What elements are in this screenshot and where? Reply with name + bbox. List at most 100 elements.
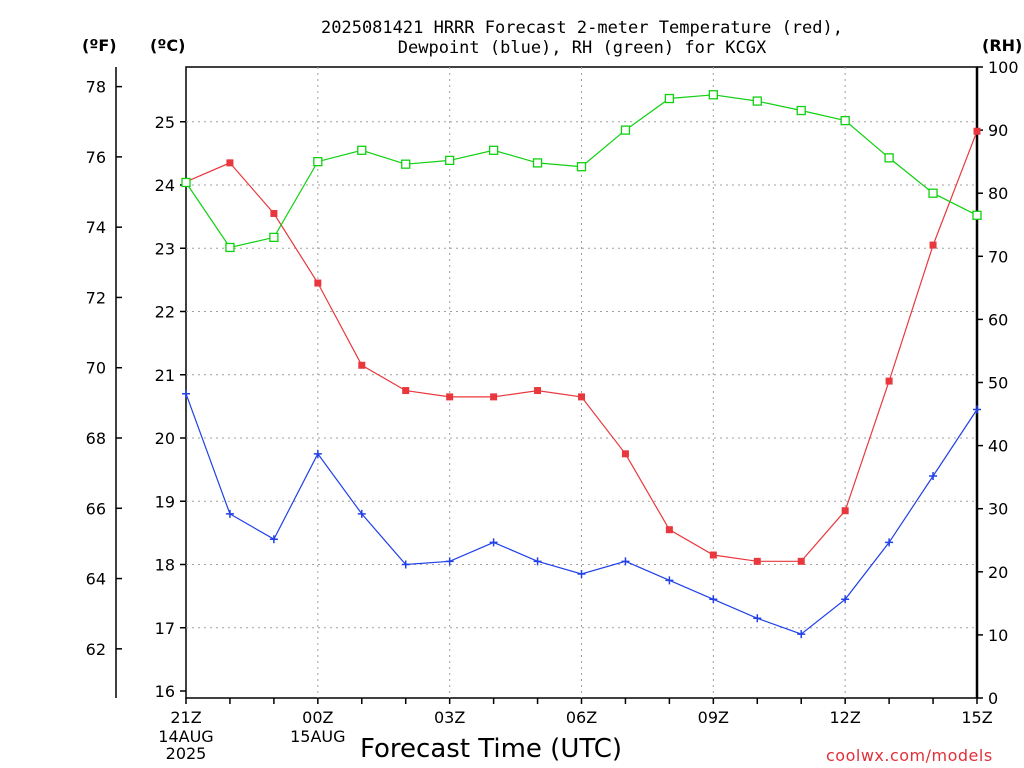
fahrenheit-unit-label: (ºF) <box>82 36 117 55</box>
rh-tick-label: 70 <box>988 247 1008 266</box>
x-tick-label: 12Z <box>830 708 861 727</box>
rh-point <box>664 93 675 104</box>
celsius-tick-label: 20 <box>155 429 175 448</box>
dewpoint-point <box>929 471 938 480</box>
temperature-point <box>621 450 629 458</box>
x-tick-label: 09Z <box>698 708 729 727</box>
dewpoint-point <box>577 569 586 578</box>
rh-point <box>576 162 587 172</box>
celsius-tick-label: 22 <box>155 303 175 322</box>
fahrenheit-tick-label: 62 <box>86 640 106 659</box>
temperature-point <box>841 507 849 515</box>
celsius-tick-label: 16 <box>155 682 175 701</box>
temperature-point <box>709 551 717 559</box>
dewpoint-point <box>357 509 366 518</box>
x-tick-label: 21Z <box>170 708 201 727</box>
celsius-tick-label: 18 <box>155 556 175 575</box>
celsius-tick-label: 17 <box>155 619 175 638</box>
rh-point <box>928 188 938 198</box>
dewpoint-point <box>621 557 630 566</box>
fahrenheit-tick-label: 74 <box>86 218 106 237</box>
dewpoint-point <box>797 630 806 639</box>
dewpoint-point <box>269 535 278 544</box>
x-tick-label: 06Z <box>566 708 597 727</box>
fahrenheit-tick-label: 78 <box>86 78 106 97</box>
x-tick-sublabel: 15AUG <box>290 727 345 746</box>
temperature-point <box>973 127 981 135</box>
fahrenheit-tick-label: 66 <box>86 499 106 518</box>
rh-point <box>269 232 279 243</box>
rh-tick-label: 0 <box>988 689 998 708</box>
rh-point <box>620 125 631 135</box>
celsius-tick-label: 21 <box>155 366 175 385</box>
source-credit: coolwx.com/models <box>826 746 993 765</box>
dewpoint-point <box>225 509 234 518</box>
dewpoint-point <box>533 557 542 566</box>
fahrenheit-tick-label: 64 <box>86 570 106 589</box>
rh-tick-label: 20 <box>988 563 1008 582</box>
x-tick-sublabel: 2025 <box>166 744 207 763</box>
rh-unit-label: (RH) <box>982 36 1023 55</box>
celsius-tick-label: 19 <box>155 492 175 511</box>
dewpoint-point <box>401 560 410 569</box>
dewpoint-point <box>182 389 190 398</box>
rh-tick-label: 50 <box>988 374 1008 393</box>
temperature-point <box>753 557 761 565</box>
temperature-point <box>226 159 234 167</box>
fahrenheit-tick-label: 68 <box>86 429 106 448</box>
rh-tick-label: 30 <box>988 500 1008 519</box>
temperature-point <box>665 526 673 534</box>
temperature-point <box>270 209 278 217</box>
dewpoint-line <box>185 393 978 635</box>
temperature-point <box>314 279 322 287</box>
rh-point <box>840 115 850 126</box>
dewpoint-point <box>841 595 850 604</box>
celsius-tick-label: 25 <box>155 113 175 132</box>
rh-point <box>752 96 762 106</box>
rh-point <box>972 210 982 220</box>
rh-point <box>181 177 191 188</box>
fahrenheit-tick-label: 76 <box>86 148 106 167</box>
temperature-point <box>797 557 805 565</box>
celsius-tick-label: 24 <box>155 176 175 195</box>
temperature-point <box>446 393 454 401</box>
temperature-line <box>185 130 978 562</box>
fahrenheit-tick-label: 70 <box>86 359 106 378</box>
dewpoint-point <box>313 449 322 458</box>
chart-title-line-2: Dewpoint (blue), RH (green) for KCGX <box>397 38 767 58</box>
temperature-point <box>490 393 498 401</box>
dewpoint-point <box>885 538 894 547</box>
celsius-tick-label: 23 <box>155 239 175 258</box>
x-tick-sublabel: 14AUG <box>158 727 213 746</box>
dewpoint-point <box>973 405 981 414</box>
rh-point <box>884 153 894 163</box>
rh-point <box>708 90 718 100</box>
rh-tick-label: 10 <box>988 626 1008 645</box>
rh-point <box>313 156 323 167</box>
rh-point <box>532 158 543 168</box>
rh-point <box>401 159 411 169</box>
x-axis-title: Forecast Time (UTC) <box>360 734 623 764</box>
temperature-point <box>578 393 585 401</box>
rh-tick-label: 80 <box>988 184 1008 203</box>
rh-tick-label: 40 <box>988 437 1008 456</box>
rh-point <box>225 242 235 253</box>
x-tick-label: 15Z <box>961 708 992 727</box>
dewpoint-point <box>753 614 762 623</box>
rh-point <box>445 155 455 166</box>
rh-tick-label: 60 <box>988 310 1008 329</box>
chart-title-line-1: 2025081421 HRRR Forecast 2-meter Tempera… <box>321 18 843 38</box>
rh-point <box>357 145 367 155</box>
temperature-point <box>534 387 542 395</box>
plot-frame <box>185 66 978 699</box>
rh-tick-label: 90 <box>988 121 1008 140</box>
dewpoint-point <box>709 595 718 604</box>
dewpoint-point <box>445 557 454 566</box>
temperature-point <box>929 241 937 249</box>
dewpoint-point <box>489 538 498 547</box>
temperature-point <box>885 377 893 385</box>
x-tick-label: 00Z <box>302 708 333 727</box>
x-tick-label: 03Z <box>434 708 465 727</box>
rh-point <box>796 105 806 116</box>
